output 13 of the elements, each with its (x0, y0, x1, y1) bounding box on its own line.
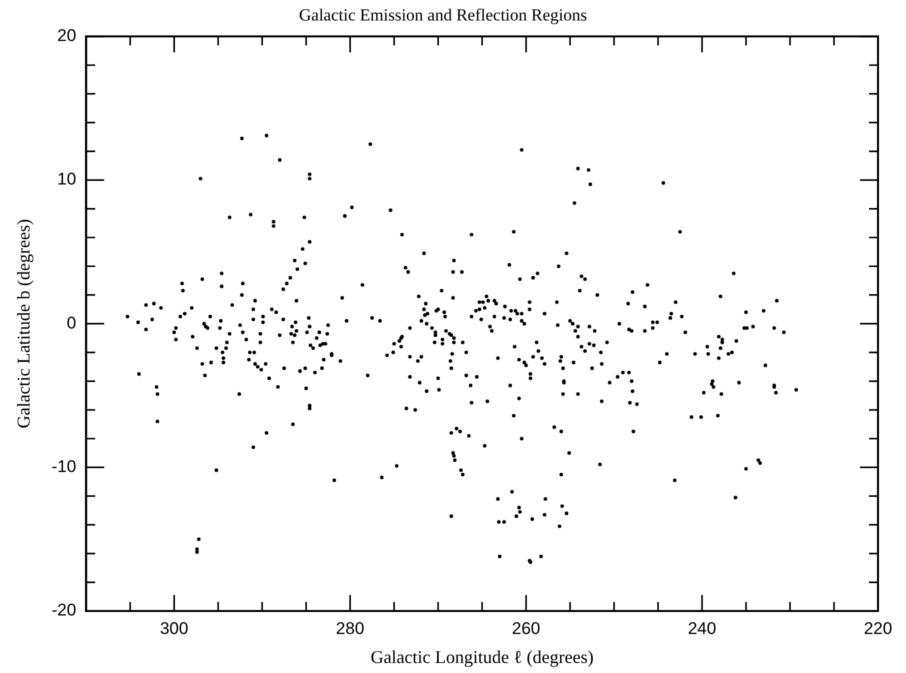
y-tick-label: 10 (57, 170, 76, 189)
y-tick-label: 0 (66, 313, 76, 332)
y-tick-label: -10 (52, 457, 76, 476)
chart-title: Galactic Emission and Reflection Regions (299, 6, 587, 25)
x-tick-label: 220 (864, 618, 892, 638)
x-tick-label: 300 (160, 618, 188, 638)
x-tick-label: 240 (688, 618, 716, 638)
y-tick-label: 20 (57, 26, 76, 46)
y-axis-title: Galactic Latitude b (degrees) (14, 219, 34, 428)
x-axis-title: Galactic Longitude ℓ (degrees) (370, 646, 594, 667)
x-tick-label: 280 (336, 618, 364, 638)
x-tick-label: 260 (512, 618, 540, 638)
y-tick-label: -20 (52, 600, 76, 620)
